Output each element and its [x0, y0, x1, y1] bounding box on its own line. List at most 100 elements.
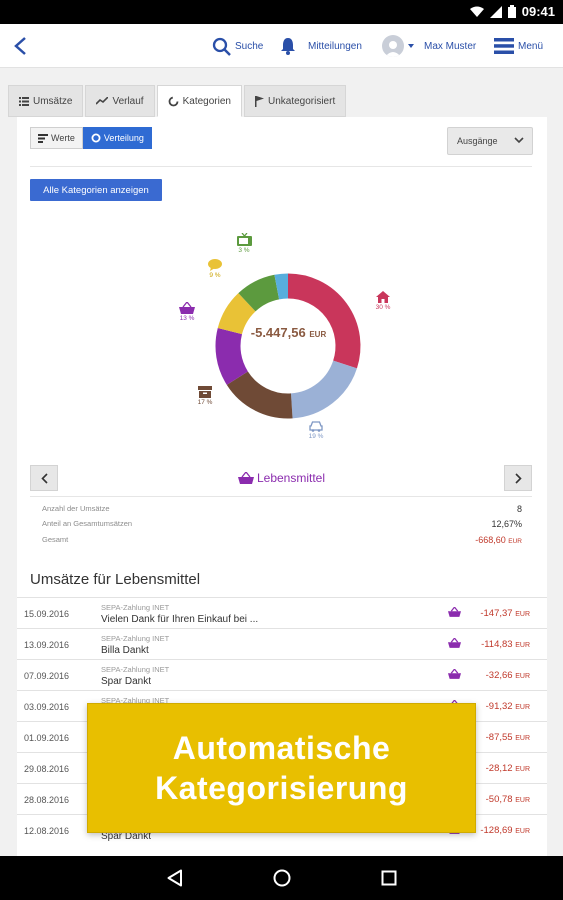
slice-percent-label: 3 %	[238, 247, 250, 254]
system-back-button[interactable]	[164, 867, 186, 889]
tab-kategorien[interactable]: Kategorien	[156, 85, 242, 117]
system-home-button[interactable]	[271, 867, 293, 889]
category-marker-restaurant[interactable]: 9 %	[204, 259, 226, 279]
donut-slice-wohnen[interactable]	[287, 273, 361, 369]
transaction-amount-unit: EUR	[515, 673, 530, 680]
menu-button[interactable]: Menü	[494, 34, 543, 58]
cell-signal-icon	[489, 5, 502, 18]
transaction-description: Spar Dankt	[101, 676, 152, 687]
direction-select[interactable]: Ausgänge	[447, 127, 533, 155]
transaction-amount-value: -147,37	[480, 608, 513, 619]
transaction-amount-unit: EUR	[515, 828, 530, 835]
donut-slice-restaurant[interactable]	[217, 293, 256, 335]
transaction-amount-unit: EUR	[515, 797, 530, 804]
basket-icon	[237, 472, 254, 484]
stat-label: Anzahl der Umsätze	[42, 504, 110, 513]
transaction-type: SEPA-Zahlung INET	[101, 665, 170, 674]
transaction-date: 07.09.2016	[24, 671, 70, 681]
next-category-button[interactable]	[504, 465, 532, 491]
stat-value-number: -668,60	[475, 535, 506, 545]
donut-center-unit: EUR	[309, 330, 327, 339]
transaction-amount-value: -28,12	[485, 763, 513, 774]
category-marker-einrichtung[interactable]: 17 %	[192, 386, 218, 406]
tab-umsaetze[interactable]: Umsätze	[8, 85, 84, 117]
triangle-back-icon	[167, 869, 182, 887]
donut-slice-sonstiges[interactable]	[274, 273, 289, 300]
chat-icon	[208, 259, 222, 271]
tab-verlauf[interactable]: Verlauf	[85, 85, 155, 117]
transaction-amount: -91,32 EUR	[486, 701, 530, 712]
transaction-row[interactable]: 13.09.2016 SEPA-Zahlung INET Billa Dankt -1…	[17, 628, 547, 659]
chevron-left-icon	[14, 37, 26, 55]
transaction-row[interactable]: 15.09.2016 SEPA-Zahlung INET Vielen Dank f…	[17, 597, 547, 628]
donut-slice-wohnungseinrichtung[interactable]	[226, 370, 293, 419]
slice-percent-label: 13 %	[179, 315, 195, 322]
back-button[interactable]	[6, 32, 34, 60]
donut-center-value: -5.447,56	[250, 325, 306, 340]
search-button[interactable]: Suche	[212, 34, 263, 58]
caret-down-icon	[408, 44, 414, 48]
transaction-amount-value: -91,32	[485, 701, 513, 712]
all-categories-button[interactable]: Alle Kategorien anzeigen	[30, 179, 162, 201]
hamburger-icon	[494, 38, 514, 54]
search-label: Suche	[235, 40, 264, 52]
donut-slice-lebensmittel[interactable]	[215, 327, 249, 385]
transaction-description: Billa Dankt	[101, 645, 149, 656]
transaction-amount: -114,83 EUR	[481, 639, 530, 650]
category-donut-chart	[215, 273, 361, 419]
transaction-description: Vielen Dank für Ihren Einkauf bei ...	[101, 614, 259, 625]
donut-slice-auto[interactable]	[290, 360, 357, 419]
box-icon	[198, 386, 212, 398]
pie-icon	[168, 96, 178, 106]
toggle-werte-button[interactable]: Werte	[30, 127, 83, 149]
status-time: 09:41	[521, 4, 555, 19]
chevron-right-icon	[514, 472, 522, 484]
circle-home-icon	[273, 869, 291, 887]
slice-percent-label: 30 %	[375, 304, 391, 311]
toggle-verteilung-button[interactable]: Verteilung	[82, 127, 152, 149]
transaction-amount: -50,78 EUR	[486, 794, 530, 805]
transaction-date: 15.09.2016	[24, 609, 70, 619]
transaction-amount: -28,12 EUR	[486, 763, 530, 774]
transaction-amount-value: -50,78	[485, 794, 513, 805]
stat-label: Anteil an Gesamtumsätzen	[42, 519, 133, 528]
category-marker-auto[interactable]: 19 %	[304, 421, 328, 440]
stat-row-share: Anteil an Gesamtumsätzen 12,67%	[42, 519, 522, 533]
previous-category-button[interactable]	[30, 465, 58, 491]
wifi-icon	[469, 6, 484, 17]
notifications-button[interactable]: Mitteilungen	[278, 34, 362, 58]
tab-unkategorisiert[interactable]: Unkategorisiert	[243, 85, 347, 117]
battery-icon	[507, 5, 516, 18]
category-marker-medien[interactable]: 3 %	[232, 233, 256, 254]
avatar	[382, 35, 404, 57]
system-navigation-bar	[0, 856, 563, 900]
stat-value: 8	[517, 504, 522, 514]
chevron-left-icon	[40, 472, 48, 484]
transaction-amount: -87,55 EUR	[486, 732, 530, 743]
user-icon	[385, 41, 401, 57]
transaction-date: 12.08.2016	[24, 826, 70, 836]
system-recents-button[interactable]	[378, 867, 400, 889]
selected-category-name: Lebensmittel	[256, 471, 326, 485]
basket-icon	[448, 607, 461, 617]
transaction-row[interactable]: 07.09.2016 SEPA-Zahlung INET Spar Dankt -32…	[17, 659, 547, 690]
tv-icon	[236, 233, 252, 246]
stat-label: Gesamt	[42, 535, 69, 544]
stat-value-number: 8	[516, 504, 522, 514]
donut-slice-medien[interactable]	[238, 274, 280, 312]
tab-label: Unkategorisiert	[267, 95, 336, 107]
category-marker-wohnen[interactable]: 30 %	[370, 291, 396, 311]
transaction-date: 13.09.2016	[24, 640, 70, 650]
tab-bar: Umsätze Verlauf Kategorien Unkategorisie…	[8, 85, 347, 117]
category-marker-lebensmittel[interactable]: 13 %	[174, 302, 200, 322]
transactions-title: Umsätze für Lebensmittel	[30, 571, 201, 588]
basket-icon	[448, 638, 461, 648]
user-menu-button[interactable]: Max Muster	[382, 34, 476, 58]
bar-list-icon	[38, 133, 48, 143]
bell-icon	[281, 38, 295, 55]
menu-label: Menü	[518, 40, 544, 52]
transaction-type: SEPA-Zahlung INET	[101, 634, 170, 643]
app-header: Suche Mitteilungen Max Muster Menü	[0, 24, 563, 68]
transaction-amount-unit: EUR	[515, 735, 530, 742]
transaction-amount: -32,66 EUR	[486, 670, 530, 681]
